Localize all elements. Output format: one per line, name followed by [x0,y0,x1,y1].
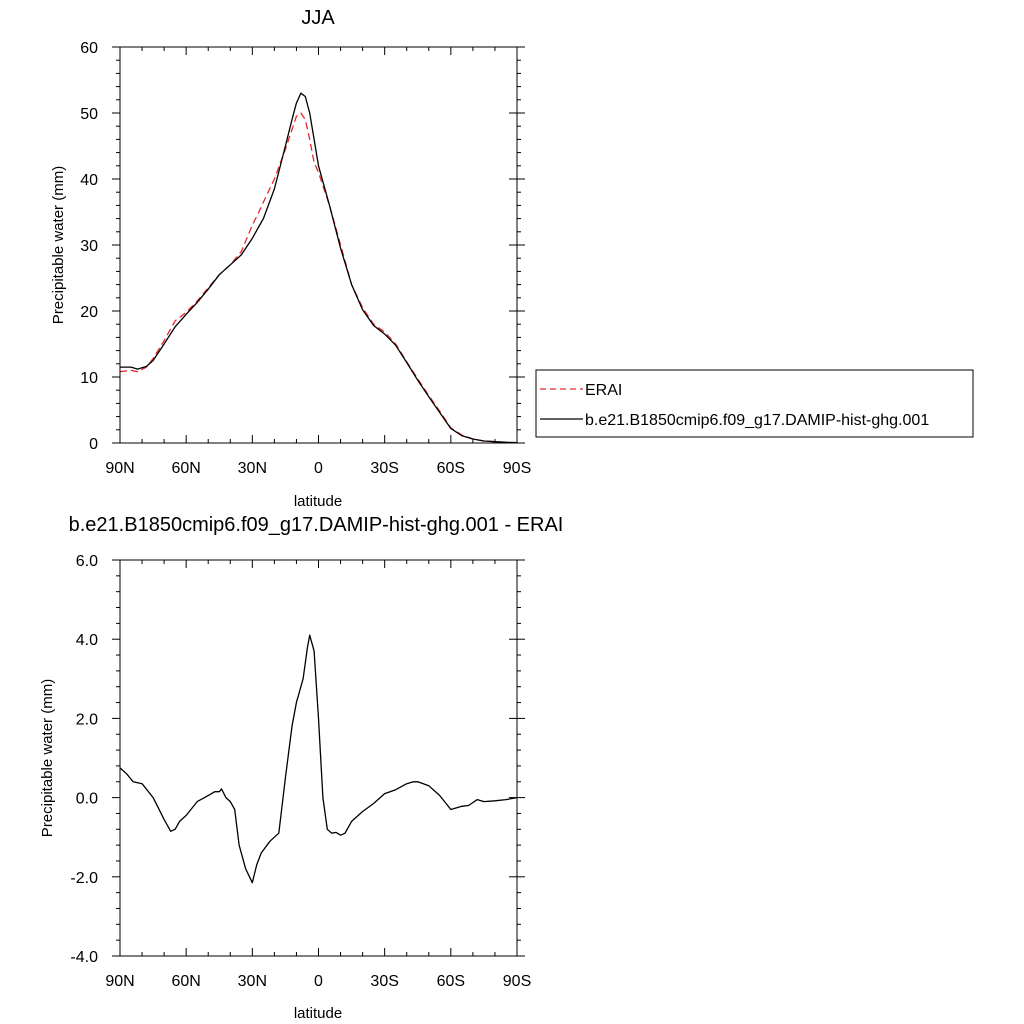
bottom-x-tick-label: 90S [503,973,531,990]
bottom-x-tick-label: 90N [105,973,134,990]
bottom-x-tick-label: 60N [171,973,200,990]
top-y-tick-label: 40 [80,172,98,189]
top-x-tick-label: 30N [238,460,267,477]
bottom-chart-panel: b.e21.B1850cmip6.f09_g17.DAMIP-hist-ghg.… [39,514,563,1022]
bottom-x-tick-label: 30N [238,973,267,990]
top-series-line-model [120,92,518,444]
top-y-tick-label: 20 [80,304,98,321]
top-y-tick-label: 60 [80,40,98,57]
legend-label-erai: ERAI [585,382,622,399]
legend-box [535,369,974,438]
top-x-tick-label: 90S [503,460,531,477]
bottom-x-tick-label: 60S [437,973,465,990]
bottom-chart-title: b.e21.B1850cmip6.f09_g17.DAMIP-hist-ghg.… [69,514,564,536]
bottom-y-axis-label: Precipitable water (mm) [39,679,56,837]
bottom-y-tick-label: 6.0 [76,553,98,570]
bottom-y-tick-label: 4.0 [76,632,98,649]
legend-label-model: b.e21.B1850cmip6.f09_g17.DAMIP-hist-ghg.… [585,412,929,429]
top-series-line-erai [119,112,518,444]
top-y-axis-label: Precipitable water (mm) [50,166,67,324]
bottom-plot-frame [119,559,518,957]
top-x-tick-label: 60N [171,460,200,477]
bottom-x-tick-label: 0 [314,973,323,990]
top-x-tick-label: 0 [314,460,323,477]
top-x-tick-label: 60S [437,460,465,477]
top-x-tick-label: 90N [105,460,134,477]
bottom-series-line-difference [119,634,518,884]
top-plot-frame [119,46,518,444]
top-x-axis-label: latitude [294,493,342,510]
top-y-tick-label: 50 [80,106,98,123]
bottom-x-axis-label: latitude [294,1005,342,1022]
top-y-tick-label: 10 [80,370,98,387]
top-plot-area: 90N 60N 30N 0 30S 60S 90S 0 10 20 30 40 50 60 [80,40,531,477]
bottom-y-tick-label: -4.0 [70,949,98,966]
top-chart-title: JJA [301,7,335,29]
bottom-y-tick-label: -2.0 [70,870,98,887]
top-chart-panel: JJA 90N 60N 30N 0 30S 60S 90S 0 10 20 30 40 50 60 lat… [50,7,531,510]
bottom-plot-area: 90N 60N 30N 0 30S 60S 90S -4.0 -2.0 0.0 2.0 4.0 6.0 [70,553,531,990]
top-x-tick-label: 30S [370,460,398,477]
bottom-y-tick-label: 0.0 [76,791,98,808]
bottom-y-tick-label: 2.0 [76,711,98,728]
bottom-x-tick-label: 30S [370,973,398,990]
top-y-tick-label: 30 [80,238,98,255]
legend: ERAI b.e21.B1850cmip6.f09_g17.DAMIP-hist… [535,369,974,438]
top-y-tick-label: 0 [89,436,98,453]
